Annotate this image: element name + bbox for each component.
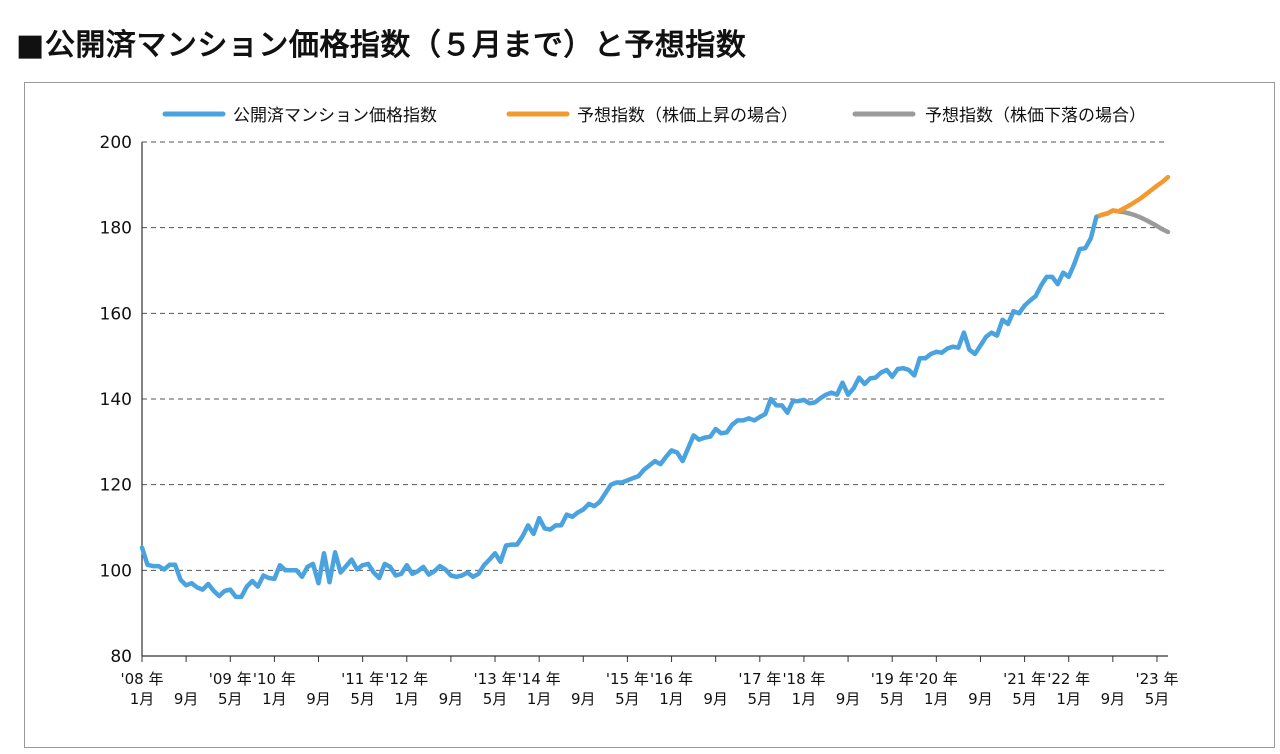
x-tick-year-label: '17 年 — [738, 670, 781, 688]
gridlines — [142, 141, 1168, 571]
y-tick-label-80: 80 — [110, 647, 132, 667]
x-tick-month-label: 1月 — [395, 690, 420, 708]
chart-frame: 80 100 120 140 160 180 200 '08 年 1月 9月 '09 年 5月 '10 … — [24, 82, 1275, 748]
x-tick-year-label: '14 年 — [518, 670, 561, 688]
legend-label-0: 公開済マンション価格指数 — [233, 106, 437, 126]
legend-label-1: 予想指数（株価上昇の場合） — [577, 106, 798, 126]
x-tick-month-label: 9月 — [1101, 690, 1126, 708]
y-tick-label-200: 200 — [100, 133, 132, 153]
x-tick-month-label: 1月 — [130, 690, 155, 708]
x-tick-month-label: 5月 — [218, 690, 243, 708]
y-tick-label-160: 160 — [100, 304, 132, 324]
y-tick-label-180: 180 — [100, 219, 132, 239]
x-tick-year-label: '20 年 — [915, 670, 958, 688]
page-title: ■公開済マンション価格指数（５月まで）と予想指数 — [16, 28, 747, 63]
x-tick-month-label: 1月 — [1056, 690, 1081, 708]
x-tick-month-label: 9月 — [703, 690, 728, 708]
x-tick-year-label: '09 年 — [209, 670, 252, 688]
x-tick-year-label: '11 年 — [341, 670, 384, 688]
x-tick-month-label: 1月 — [924, 690, 949, 708]
x-tick-month-label: 5月 — [1145, 690, 1170, 708]
line-chart: 80 100 120 140 160 180 200 '08 年 1月 9月 '09 年 5月 '10 … — [100, 106, 1179, 708]
x-tick-year-label: '21 年 — [1003, 670, 1046, 688]
x-tick-year-label: '08 年 — [121, 670, 164, 688]
x-tick-month-label: 9月 — [439, 690, 464, 708]
x-tick-month-label: 9月 — [836, 690, 861, 708]
x-tick-year-label: '10 年 — [253, 670, 296, 688]
x-tick-month-label: 5月 — [748, 690, 773, 708]
x-tick-month-label: 5月 — [880, 690, 905, 708]
x-tick-month-label: 5月 — [615, 690, 640, 708]
series-line-1 — [1094, 174, 1171, 220]
x-tick-month-label: 5月 — [350, 690, 375, 708]
x-tick-year-label: '23 年 — [1135, 670, 1178, 688]
x-tick-month-label: 9月 — [306, 690, 331, 708]
x-tick-year-label: '15 年 — [606, 670, 649, 688]
legend: 公開済マンション価格指数 予想指数（株価上昇の場合） 予想指数（株価下落の場合） — [162, 106, 1146, 126]
x-tick-year-label: '22 年 — [1047, 670, 1090, 688]
x-tick-month-label: 9月 — [174, 690, 199, 708]
series-lines — [139, 174, 1171, 600]
legend-label-2: 予想指数（株価下落の場合） — [925, 106, 1146, 126]
x-tick-month-label: 1月 — [527, 690, 552, 708]
x-tick-month-label: 1月 — [262, 690, 287, 708]
y-tick-label-140: 140 — [100, 390, 132, 410]
x-tick-month-label: 5月 — [483, 690, 508, 708]
y-tick-label-100: 100 — [100, 561, 132, 581]
x-tick-year-label: '12 年 — [385, 670, 428, 688]
x-tick-month-label: 1月 — [659, 690, 684, 708]
x-tick-year-label: '13 年 — [474, 670, 517, 688]
x-tick-month-label: 1月 — [792, 690, 817, 708]
x-tick-year-label: '16 年 — [650, 670, 693, 688]
y-tick-label-120: 120 — [100, 476, 132, 496]
x-tick-month-label: 9月 — [571, 690, 596, 708]
axes: 80 100 120 140 160 180 200 '08 年 1月 9月 '09 年 5月 '10 … — [100, 133, 1179, 708]
x-tick-month-label: 5月 — [1012, 690, 1037, 708]
x-tick-month-label: 9月 — [968, 690, 993, 708]
series-line-0 — [139, 214, 1099, 600]
x-tick-year-label: '18 年 — [782, 670, 825, 688]
x-tick-year-label: '19 年 — [871, 670, 914, 688]
